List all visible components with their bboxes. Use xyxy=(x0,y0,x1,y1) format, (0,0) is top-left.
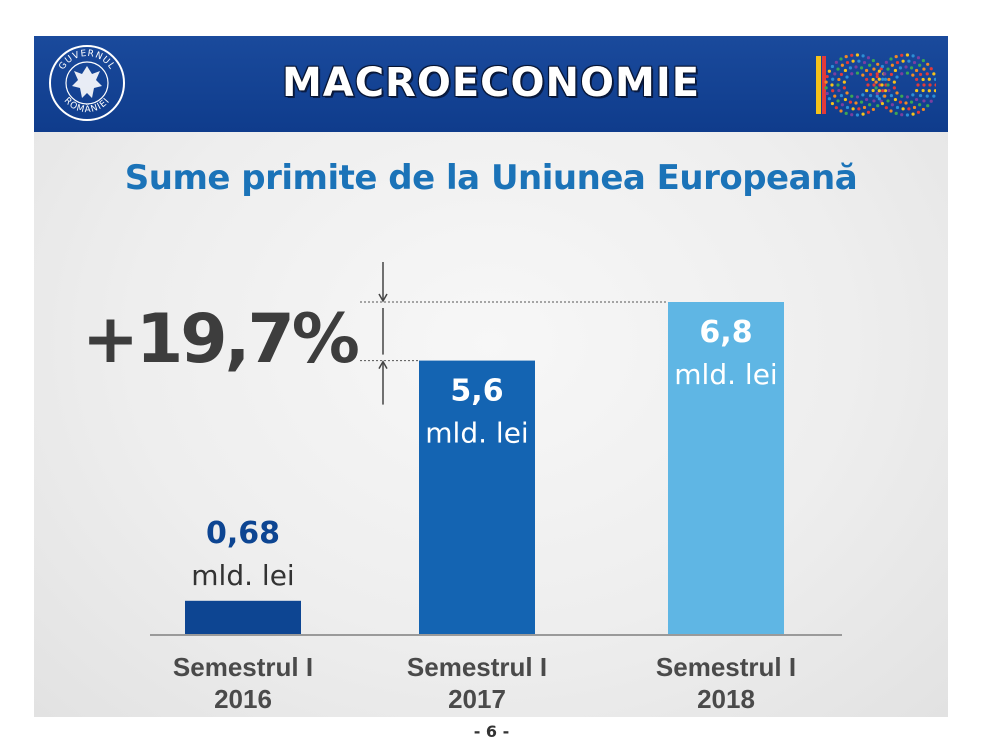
category-year-label: 2018 xyxy=(697,684,755,714)
unit-label: mld. lei xyxy=(674,358,777,391)
page-number: - 6 - xyxy=(473,722,510,741)
arrow-top-head xyxy=(378,293,388,303)
unit-label: mld. lei xyxy=(191,559,294,592)
unit-label: mld. lei xyxy=(425,417,528,450)
category-label: Semestrul I xyxy=(656,652,796,682)
value-label: 6,8 xyxy=(699,315,752,350)
government-emblem-icon: GUVERNUL ROMÂNIEI xyxy=(49,45,125,121)
value-label: 5,6 xyxy=(450,374,503,409)
category-year-label: 2017 xyxy=(448,684,506,714)
value-label: 0,68 xyxy=(206,516,280,551)
bar-2017 xyxy=(419,360,535,634)
bar-2016 xyxy=(185,600,301,634)
arrow-bottom-head xyxy=(378,360,388,369)
category-year-label: 2016 xyxy=(214,684,272,714)
category-label: Semestrul I xyxy=(407,652,547,682)
growth-annotation: +19,7% xyxy=(82,300,360,379)
chart-title: Sume primite de la Uniunea Europeană xyxy=(124,158,858,198)
slide: GUVERNUL ROMÂNIEI MACROECONOMIE Sume pri… xyxy=(34,36,948,717)
header-bar: GUVERNUL ROMÂNIEI MACROECONOMIE xyxy=(34,36,948,132)
category-label: Semestrul I xyxy=(173,652,313,682)
centenar-100-logo-icon xyxy=(816,53,936,117)
header-title: MACROECONOMIE xyxy=(281,60,701,106)
bar-2018 xyxy=(668,302,784,634)
